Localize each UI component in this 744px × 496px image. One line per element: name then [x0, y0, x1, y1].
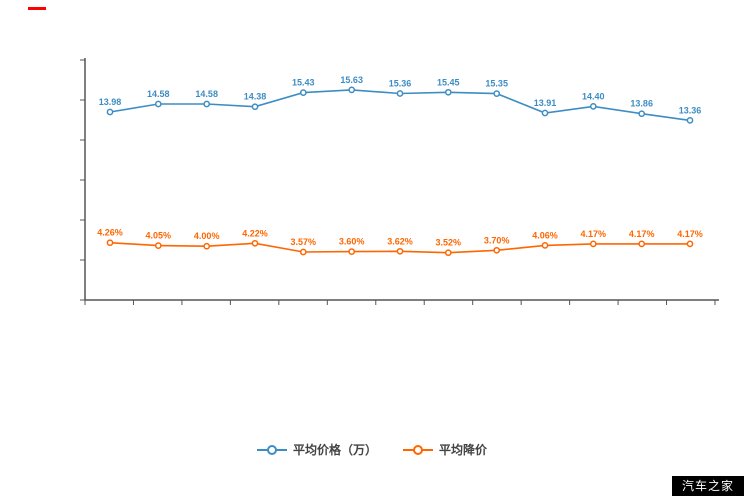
- data-point[interactable]: [154, 100, 162, 108]
- data-point[interactable]: [686, 240, 694, 248]
- data-label: 15.43: [292, 78, 315, 88]
- legend-label-average-discount: 平均降价: [439, 443, 488, 457]
- data-label: 4.17%: [629, 229, 655, 239]
- data-point[interactable]: [493, 90, 501, 97]
- data-point[interactable]: [589, 103, 597, 110]
- data-label: 14.40: [582, 91, 605, 101]
- data-point[interactable]: [106, 108, 114, 116]
- data-label: 3.62%: [387, 236, 413, 246]
- data-label: 4.05%: [146, 231, 172, 241]
- data-label: 4.06%: [532, 230, 558, 240]
- data-label: 14.38: [244, 92, 267, 102]
- data-point[interactable]: [396, 247, 404, 255]
- data-point[interactable]: [444, 88, 452, 96]
- orange-line-marker-icon: [403, 444, 433, 456]
- data-point[interactable]: [348, 86, 356, 94]
- data-label: 14.58: [147, 89, 170, 99]
- autohome-watermark: 汽车之家: [671, 476, 744, 496]
- data-point[interactable]: [493, 246, 501, 254]
- data-label: 13.86: [630, 99, 653, 109]
- data-point[interactable]: [154, 242, 162, 249]
- red-dash-decoration: [28, 7, 46, 10]
- data-label: 4.17%: [677, 229, 703, 239]
- data-label: 15.36: [389, 79, 412, 89]
- data-label: 3.57%: [291, 237, 317, 247]
- data-label: 15.63: [340, 75, 363, 85]
- data-label: 15.35: [485, 79, 508, 89]
- legend-item-average-discount[interactable]: 平均降价: [403, 441, 487, 458]
- legend-label-average-price: 平均价格（万）: [292, 443, 377, 457]
- data-label: 13.36: [679, 105, 702, 115]
- data-point[interactable]: [541, 109, 549, 117]
- data-label: 4.17%: [581, 229, 607, 239]
- data-label: 4.00%: [194, 231, 220, 241]
- data-point[interactable]: [299, 89, 307, 96]
- data-point[interactable]: [541, 242, 549, 249]
- data-label: 13.98: [99, 97, 122, 107]
- data-label: 14.58: [195, 89, 218, 99]
- data-label: 4.22%: [242, 228, 268, 238]
- data-point[interactable]: [396, 90, 404, 97]
- watermark-text: 汽车之家: [681, 479, 734, 493]
- legend-item-average-price[interactable]: 平均价格（万）: [256, 441, 377, 458]
- data-label: 15.45: [437, 77, 460, 87]
- data-point[interactable]: [348, 248, 356, 255]
- data-point[interactable]: [638, 110, 646, 118]
- blue-line-marker-icon: [256, 444, 287, 456]
- data-label: 4.26%: [97, 228, 123, 238]
- data-point[interactable]: [638, 240, 646, 248]
- trend-line-chart: 13.98 14.58 14.58 14.38 15.43 15.63 15.36 15.45…: [80, 58, 719, 305]
- data-point[interactable]: [444, 249, 452, 257]
- data-point[interactable]: [589, 240, 597, 248]
- data-point[interactable]: [299, 248, 307, 256]
- data-label: 3.70%: [484, 235, 510, 245]
- data-label: 13.91: [534, 98, 557, 108]
- data-point[interactable]: [203, 100, 211, 108]
- chart-legend: 平均价格（万） 平均降价: [0, 441, 744, 458]
- data-point[interactable]: [251, 103, 259, 111]
- data-point[interactable]: [106, 239, 114, 247]
- data-point[interactable]: [203, 242, 211, 250]
- data-label: 3.60%: [339, 237, 365, 247]
- data-point[interactable]: [251, 239, 259, 247]
- data-label: 3.52%: [436, 238, 462, 248]
- data-point[interactable]: [686, 117, 694, 124]
